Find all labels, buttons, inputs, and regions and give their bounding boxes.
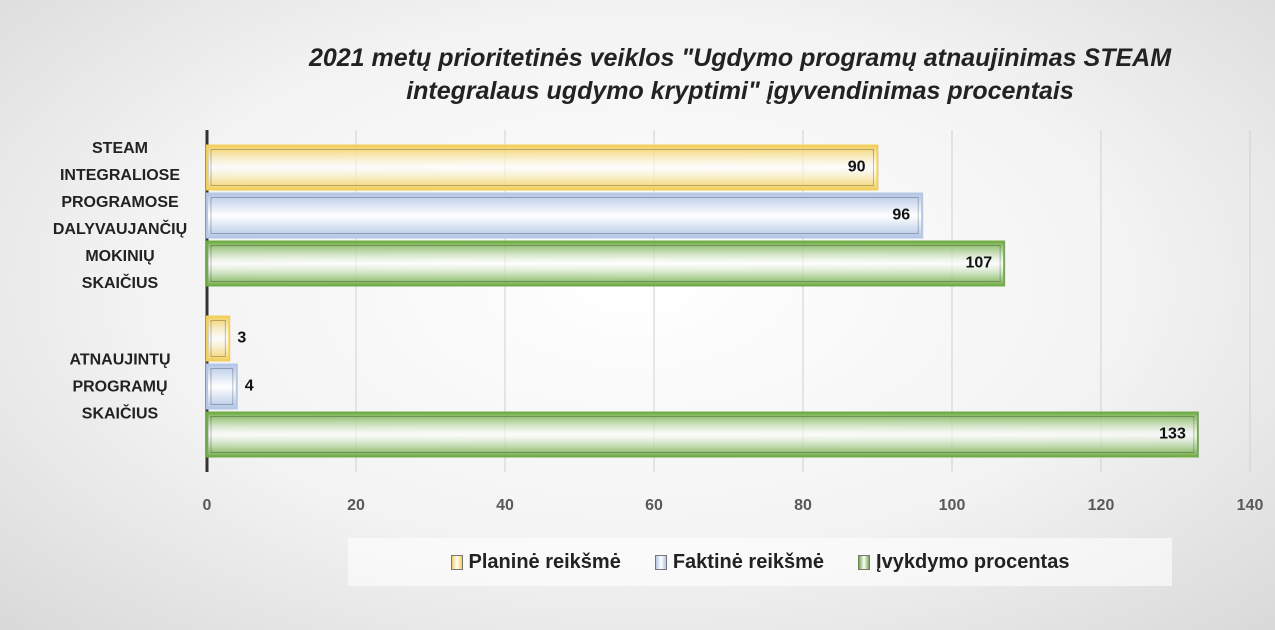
legend-item: Planinė reikšmė bbox=[450, 550, 621, 574]
bar-bevel bbox=[210, 197, 919, 234]
bar-bevel bbox=[210, 416, 1195, 453]
bar bbox=[206, 363, 238, 410]
legend-item: Įvykdymo procentas bbox=[858, 551, 1069, 574]
data-label: 3 bbox=[237, 330, 246, 347]
y-tick-label: STEAM INTEGRALIOSE PROGRAMOSE DALYVAUJAN… bbox=[52, 139, 188, 292]
bar bbox=[206, 411, 1199, 458]
x-tick-label: 80 bbox=[794, 497, 812, 514]
x-tick-label: 60 bbox=[645, 497, 663, 514]
x-tick-label: 100 bbox=[939, 497, 966, 514]
bar-bevel bbox=[210, 149, 874, 186]
bar-bevel bbox=[210, 320, 226, 357]
x-tick-label: 40 bbox=[496, 497, 514, 514]
legend-label: Įvykdymo procentas bbox=[876, 550, 1070, 573]
bar-bevel bbox=[210, 368, 234, 405]
legend-swatch bbox=[858, 554, 871, 570]
data-label: 96 bbox=[892, 207, 910, 224]
bar bbox=[206, 144, 879, 191]
bar-bevel bbox=[210, 245, 1001, 282]
x-tick-label: 20 bbox=[347, 497, 365, 514]
legend-item: Faktinė reikšmė bbox=[654, 550, 825, 574]
data-label: 90 bbox=[848, 159, 866, 176]
data-label: 107 bbox=[965, 255, 992, 272]
bar bbox=[206, 192, 924, 239]
legend-swatch bbox=[450, 554, 463, 570]
y-tick-label: ATNAUJINTŲ PROGRAMŲ SKAIČIUS bbox=[69, 351, 171, 422]
data-label: 133 bbox=[1159, 426, 1186, 443]
legend-swatch bbox=[654, 554, 667, 570]
legend: Planinė reikšmė Faktinė reikšmė Įvykdymo p… bbox=[348, 538, 1172, 586]
data-label: 4 bbox=[245, 378, 254, 395]
x-tick-label: 0 bbox=[203, 497, 212, 514]
x-tick-label: 120 bbox=[1088, 497, 1115, 514]
bar bbox=[206, 315, 231, 362]
chart-title: 2021 metų prioritetinės veiklos "Ugdymo … bbox=[308, 44, 1172, 105]
x-tick-label: 140 bbox=[1237, 497, 1264, 514]
legend-label: Faktinė reikšmė bbox=[672, 550, 825, 573]
bar bbox=[206, 240, 1006, 287]
legend-label: Planinė reikšmė bbox=[468, 550, 621, 573]
